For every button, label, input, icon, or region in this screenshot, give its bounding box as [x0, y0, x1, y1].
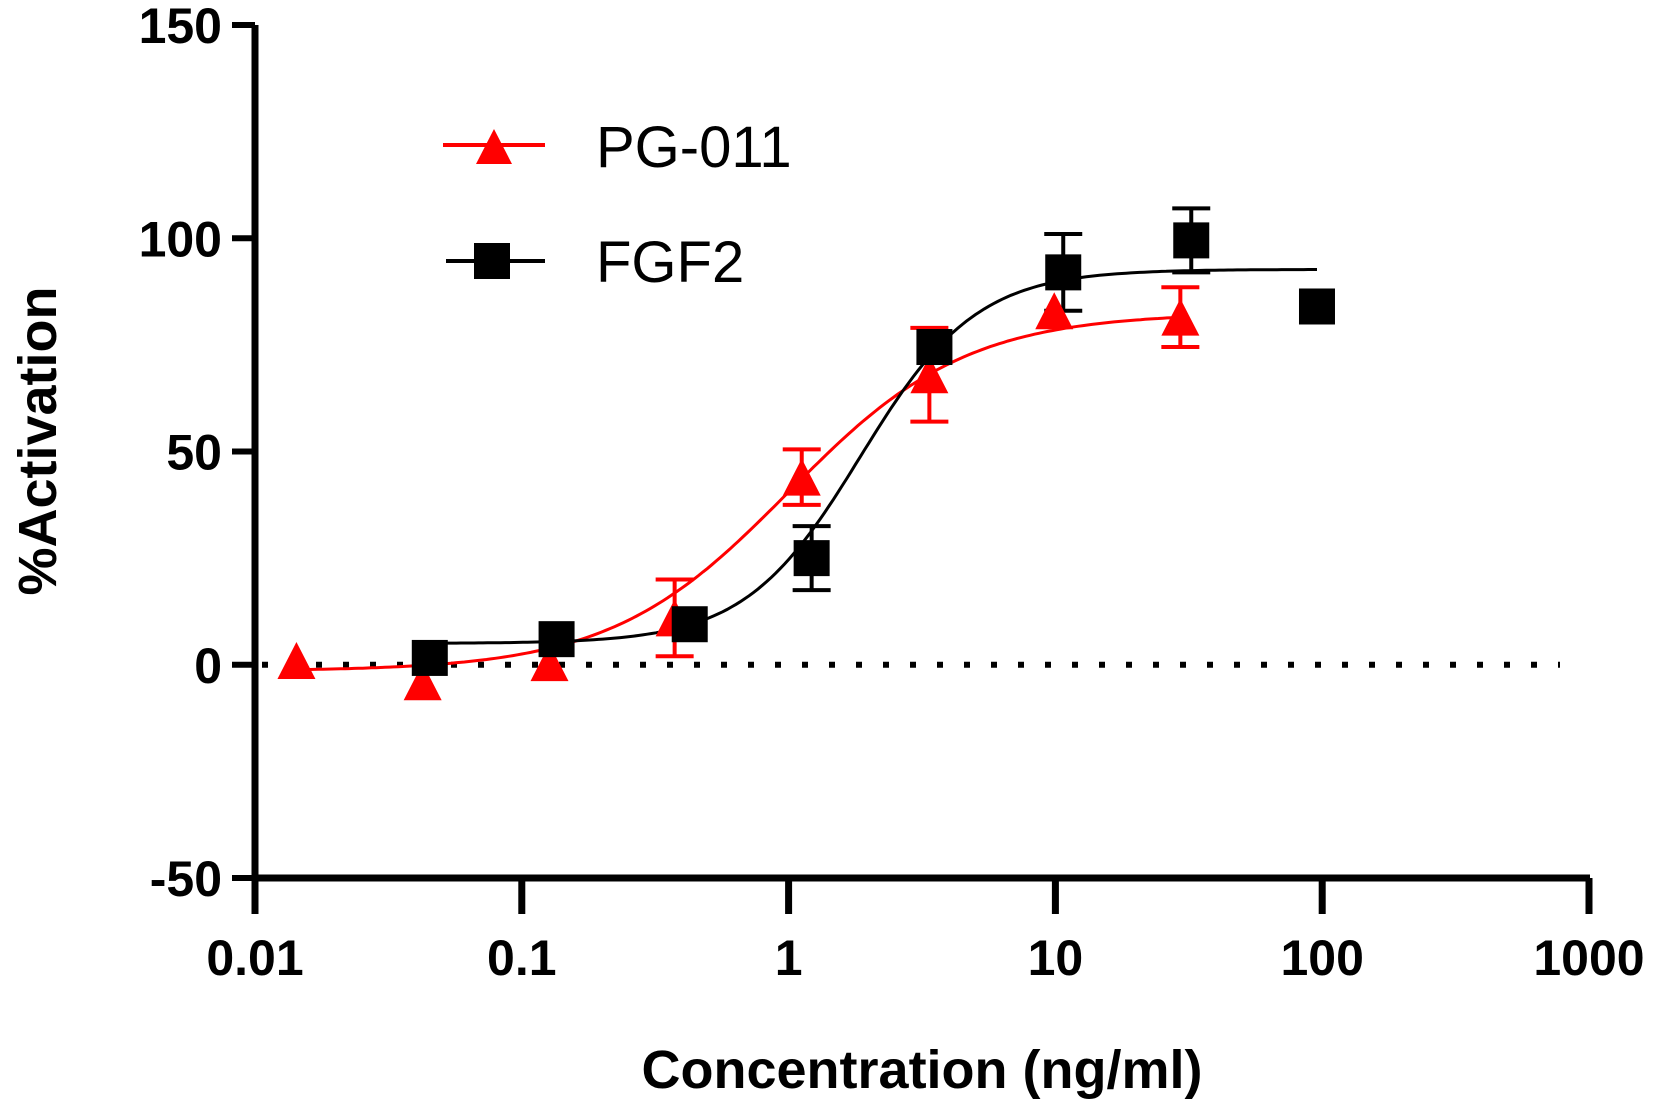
x-axis-title: Concentration (ng/ml) — [642, 1040, 1203, 1100]
data-point-fgf2 — [671, 606, 708, 643]
legend-label-fgf2: FGF2 — [596, 230, 744, 295]
data-point-pg-011 — [530, 644, 569, 682]
x-tick-label: 1000 — [1533, 930, 1644, 986]
data-point-pg-011 — [910, 356, 949, 394]
legend-item-pg-011: PG-011 — [443, 115, 792, 180]
legend-label-pg-011: PG-011 — [596, 115, 792, 180]
data-point-fgf2 — [1298, 288, 1335, 325]
data-point-pg-011 — [1035, 292, 1074, 330]
legend: PG-011 FGF2 — [443, 115, 792, 295]
legend-item-fgf2: FGF2 — [446, 230, 744, 295]
data-point-fgf2 — [538, 621, 575, 658]
data-point-fgf2 — [793, 540, 830, 577]
y-ticks-layer: -50 0 50 100 150 — [139, 0, 255, 907]
data-point-fgf2 — [1173, 222, 1210, 259]
data-point-pg-011 — [1161, 298, 1200, 336]
x-tick-label: 1 — [775, 930, 803, 986]
y-tick-label: 150 — [139, 0, 222, 54]
x-tick-label: 100 — [1280, 930, 1363, 986]
data-point-fgf2 — [1045, 254, 1082, 291]
y-axis-title: %Activation — [8, 286, 68, 595]
y-tick-label: 0 — [194, 638, 222, 694]
y-tick-label: 50 — [166, 425, 222, 481]
x-tick-label: 10 — [1028, 930, 1084, 986]
x-tick-label: 0.1 — [487, 930, 557, 986]
legend-square-icon — [474, 243, 510, 279]
data-markers-layer — [277, 222, 1335, 701]
axes-layer — [251, 25, 1590, 882]
legend-triangle-icon — [476, 129, 512, 164]
x-ticks-layer: 0.01 0.1 1 10 100 1000 — [206, 878, 1645, 986]
fit-curve-fgf2 — [429, 268, 1317, 645]
data-point-pg-011 — [403, 663, 442, 701]
x-tick-label: 0.01 — [206, 930, 303, 986]
data-point-fgf2 — [411, 639, 448, 676]
data-point-pg-011 — [782, 458, 821, 496]
y-tick-label: -50 — [150, 851, 222, 907]
data-point-pg-011 — [277, 641, 316, 679]
y-tick-label: 100 — [139, 211, 222, 267]
data-point-fgf2 — [916, 329, 953, 366]
fit-curve-pg-011 — [296, 315, 1181, 672]
